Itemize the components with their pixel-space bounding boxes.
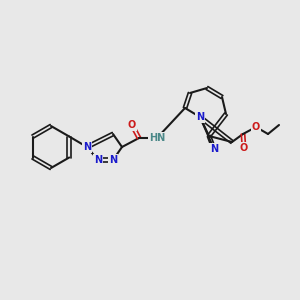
Text: O: O bbox=[252, 122, 260, 132]
Text: HN: HN bbox=[149, 133, 165, 143]
Text: N: N bbox=[109, 155, 117, 165]
Text: N: N bbox=[210, 144, 218, 154]
Text: N: N bbox=[196, 112, 204, 122]
Text: N: N bbox=[94, 155, 102, 165]
Text: N: N bbox=[83, 142, 91, 152]
Text: O: O bbox=[128, 120, 136, 130]
Text: O: O bbox=[240, 143, 248, 153]
